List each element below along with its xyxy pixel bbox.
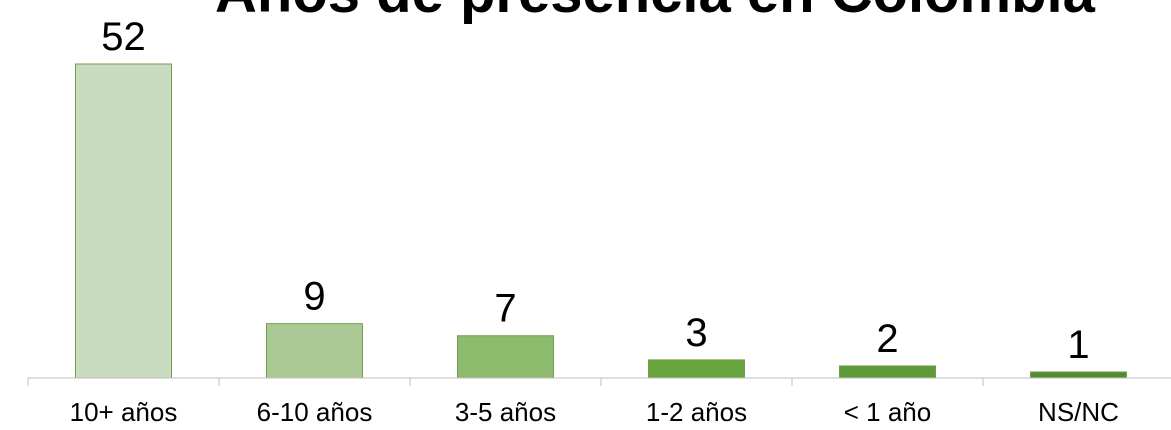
- bar: [75, 63, 172, 379]
- x-tick-label: NS/NC: [1038, 397, 1119, 427]
- bar: [266, 323, 363, 379]
- x-tick-label: 3-5 años: [455, 397, 556, 427]
- x-tick-label: < 1 año: [844, 397, 931, 427]
- bar: [839, 365, 936, 379]
- bar: [648, 359, 745, 379]
- x-tick-label: 1-2 años: [646, 397, 747, 427]
- bar: [1030, 371, 1127, 379]
- data-label: 52: [101, 15, 146, 59]
- data-label: 9: [303, 275, 325, 319]
- data-label: 3: [685, 311, 707, 355]
- data-label: 1: [1067, 323, 1089, 367]
- bar: [457, 335, 554, 379]
- chart-title: Años de presencia en Colombia: [215, 0, 1096, 25]
- data-label: 2: [876, 317, 898, 361]
- x-tick-label: 10+ años: [70, 397, 178, 427]
- x-tick-label: 6-10 años: [257, 397, 373, 427]
- data-label: 7: [494, 287, 516, 331]
